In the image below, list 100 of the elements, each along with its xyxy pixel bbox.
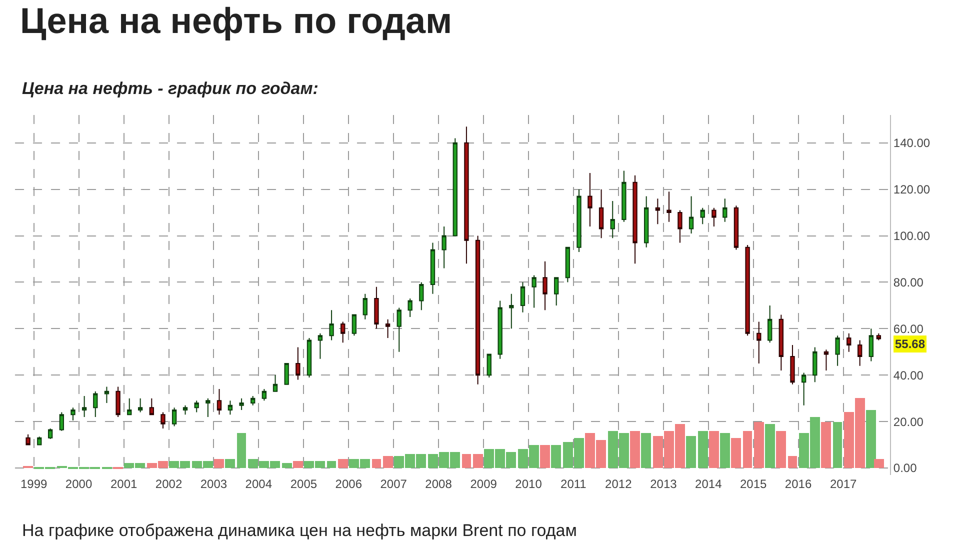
candlestick [644,196,649,248]
candlestick [790,344,795,385]
bar [372,459,381,468]
bar [686,436,696,468]
candlestick [610,200,615,239]
candlestick [824,349,829,371]
bar [698,431,708,468]
candlestick [194,400,199,413]
candlestick [182,404,188,416]
candlestick [160,412,166,430]
bar [338,459,348,468]
y-tick-label: 60.00 [893,322,924,336]
candlestick [206,398,210,418]
candlestick [542,260,548,311]
bar [327,461,336,468]
candlestick [554,277,559,306]
candlestick [532,274,536,308]
candlestick [430,242,436,294]
bar [731,438,741,468]
candlestick [26,434,30,446]
x-tick-label: 2015 [740,477,768,491]
bar [551,445,561,468]
text: На графике отображена динамика цен на нефть марки Brent по годам [22,521,577,540]
candlestick [520,282,526,313]
bar [383,456,393,468]
candlestick [688,196,694,234]
candlestick [678,210,682,244]
x-tick-label: 2000 [65,477,92,491]
candlestick [104,386,110,404]
candlestick [306,337,312,378]
x-tick-label: 2006 [335,477,362,491]
candlestick [632,174,638,264]
candlestick [498,300,502,360]
candlestick [127,398,132,416]
candlestick [70,407,76,421]
x-tick-label: 2003 [200,477,228,491]
bar [462,454,471,468]
candlestick [588,172,592,227]
bar [293,461,303,468]
bar [540,445,550,468]
candlestick [352,314,357,336]
x-tick-label: 2011 [560,477,587,491]
candlestick [116,386,120,418]
candlestick [486,354,492,378]
candlestick [82,396,87,418]
bar [821,422,831,468]
candlestick [576,188,582,253]
candlestick [228,400,233,416]
bar [709,431,719,468]
candlestick [734,205,739,250]
chart-subtitle: Цена на нефть - график по годам: [22,79,318,98]
annotation: 55.68 [895,337,926,351]
candlestick [239,398,244,410]
candlestick [362,293,368,320]
x-tick-label: 2004 [245,477,272,491]
candlestick [700,207,705,225]
candlestick [250,396,256,406]
candlestick [622,170,626,222]
candlestick [452,138,458,236]
y-tick-label: 100.00 [893,228,930,243]
candlestick [385,318,390,338]
candlestick [801,372,806,406]
candlestick [296,346,300,380]
candlestick [48,428,53,440]
y-tick-label: 120.00 [893,182,930,197]
candlestick [598,188,604,239]
x-tick-label: 2013 [650,477,678,491]
bar [754,422,764,468]
candlestick [329,310,334,341]
candlestick [419,282,424,311]
candlestick [340,321,346,344]
x-tick-label: 2008 [425,477,452,491]
candlestick [846,332,852,352]
candlestick [374,286,379,330]
x-tick-label: 2005 [290,477,318,491]
candlestick [835,335,840,366]
candlestick [475,235,480,385]
x-tick-label: 2007 [380,477,408,491]
candlestick [216,388,222,416]
candlestick [93,390,98,418]
candlestick [442,226,446,269]
candlestick [722,198,728,222]
candlestick [172,407,177,427]
candlestick [712,207,716,227]
candlestick [666,191,672,222]
candlestick [272,374,278,392]
x-tick-label: 2001 [110,477,138,491]
candlestick [318,332,323,360]
bar [866,410,876,468]
candlestick [37,436,42,446]
bar [743,431,752,468]
bar [630,431,640,468]
x-tick-label: 2009 [470,477,498,491]
bar [874,459,884,468]
candlestick [408,298,412,318]
y-tick-label: 40.00 [893,368,924,382]
y-tick-label: 20.00 [893,414,924,429]
bar [776,431,786,468]
bar [473,454,483,468]
x-tick-label: 2016 [784,477,812,491]
